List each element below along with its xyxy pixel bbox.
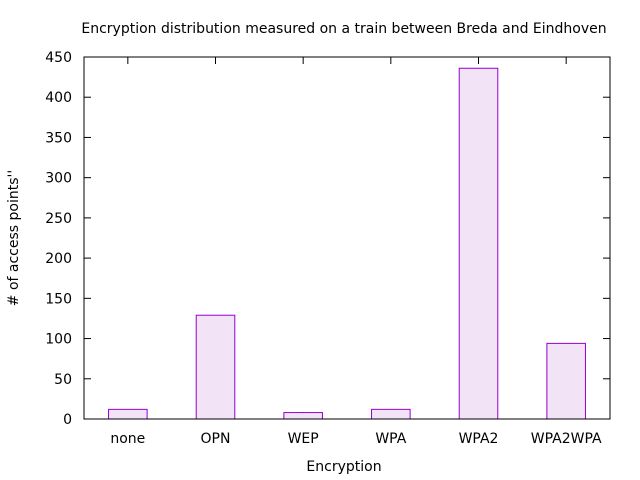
y-tick-label: 200 <box>45 251 72 267</box>
y-tick-label: 300 <box>45 171 72 187</box>
y-tick-label: 50 <box>54 372 72 388</box>
bar-wpa2 <box>458 67 499 420</box>
x-tick-label: WPA2 <box>459 431 499 447</box>
x-tick-label: OPN <box>201 431 231 447</box>
y-tick-label: 0 <box>63 412 72 428</box>
bar-none <box>108 408 148 420</box>
x-tick-label: WEP <box>288 431 319 447</box>
chart-title: Encryption distribution measured on a tr… <box>81 21 606 37</box>
y-axis-ticks: 0 50 100 150 200 250 300 350 400 450 <box>45 50 610 428</box>
y-tick-label: 400 <box>45 90 72 106</box>
x-axis-ticks: none OPN WEP WPA WPA2 WPA2WPA <box>110 57 602 447</box>
y-axis-label: # of access points'' <box>6 170 22 306</box>
y-tick-label: 250 <box>45 211 72 227</box>
x-tick-label: WPA <box>375 431 406 447</box>
bar-wpa2wpa <box>546 342 586 420</box>
x-tick-label: none <box>110 431 145 447</box>
y-tick-label: 350 <box>45 130 72 146</box>
y-tick-label: 100 <box>45 332 72 348</box>
plot-frame <box>83 56 611 420</box>
bars <box>108 67 586 420</box>
x-tick-label: WPA2WPA <box>531 431 602 447</box>
bar-wep <box>283 412 323 420</box>
y-tick-label: 150 <box>45 291 72 307</box>
x-axis-label: Encryption <box>306 459 381 475</box>
bar-opn <box>195 314 236 420</box>
y-tick-label: 450 <box>45 50 72 66</box>
bar-wpa <box>371 408 411 420</box>
